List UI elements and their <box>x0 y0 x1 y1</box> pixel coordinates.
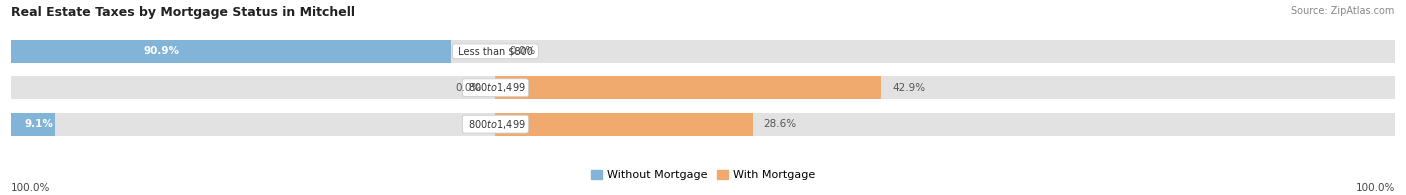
Text: 0.0%: 0.0% <box>456 83 482 93</box>
Text: 100.0%: 100.0% <box>11 183 51 193</box>
Text: Source: ZipAtlas.com: Source: ZipAtlas.com <box>1291 6 1395 16</box>
Bar <box>11 113 1395 136</box>
Bar <box>11 40 451 63</box>
Text: 100.0%: 100.0% <box>1355 183 1395 193</box>
Bar <box>11 113 55 136</box>
Text: $800 to $1,499: $800 to $1,499 <box>465 118 526 131</box>
Text: 90.9%: 90.9% <box>143 46 180 56</box>
Bar <box>495 76 882 99</box>
Text: 9.1%: 9.1% <box>24 119 53 129</box>
Bar <box>495 113 752 136</box>
Text: Real Estate Taxes by Mortgage Status in Mitchell: Real Estate Taxes by Mortgage Status in … <box>11 6 356 19</box>
Bar <box>11 76 1395 99</box>
Text: 42.9%: 42.9% <box>893 83 925 93</box>
Text: $800 to $1,499: $800 to $1,499 <box>465 81 526 94</box>
Text: 28.6%: 28.6% <box>763 119 797 129</box>
Text: Less than $800: Less than $800 <box>456 46 536 56</box>
Legend: Without Mortgage, With Mortgage: Without Mortgage, With Mortgage <box>586 165 820 185</box>
Bar <box>11 40 1395 63</box>
Text: 0.0%: 0.0% <box>509 46 536 56</box>
